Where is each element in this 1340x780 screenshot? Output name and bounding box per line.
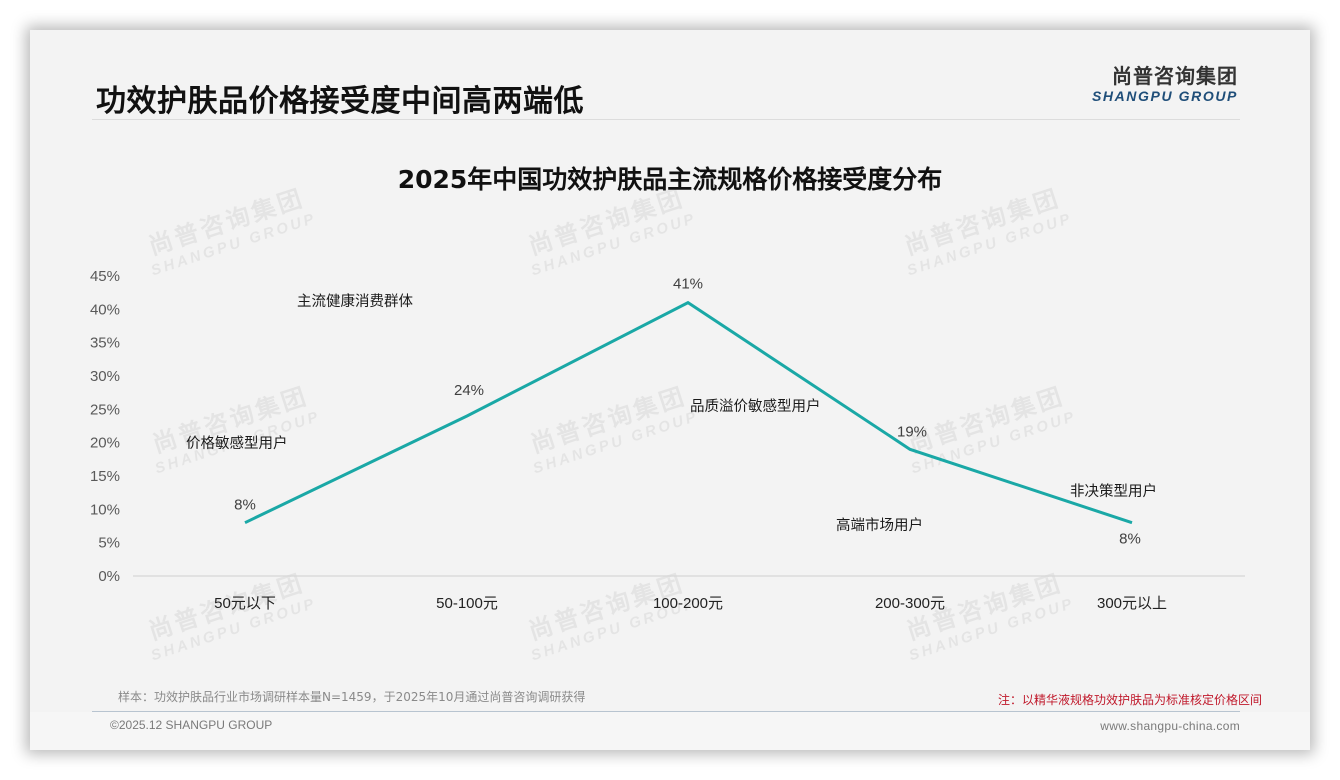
red-note: 注：以精华液规格功效护肤品为标准核定价格区间: [997, 693, 1262, 707]
company-logo: 尚普咨询集团 SHANGPU GROUP: [1088, 64, 1238, 104]
x-tick-label: 200-300元: [875, 595, 945, 612]
data-label: 24%: [454, 382, 484, 399]
page-title: 功效护肤品价格接受度中间高两端低: [96, 84, 584, 119]
website-link[interactable]: www.shangpu-china.com: [1100, 719, 1240, 733]
logo-en-text: SHANGPU GROUP: [1091, 88, 1238, 104]
y-tick-label: 30%: [90, 368, 120, 385]
data-label: 8%: [1119, 531, 1141, 548]
data-labels: 8% 24% 41% 19% 8%: [234, 276, 1141, 548]
y-axis-ticks: 0% 5% 10% 15% 20% 25% 30% 35% 40% 45%: [90, 268, 120, 585]
y-tick-label: 45%: [90, 268, 120, 285]
y-tick-label: 25%: [90, 401, 120, 418]
y-tick-label: 20%: [90, 435, 120, 452]
x-tick-label: 100-200元: [653, 595, 723, 612]
series-line: [244, 300, 1133, 525]
data-label: 41%: [673, 276, 703, 293]
x-tick-label: 300元以上: [1097, 595, 1167, 612]
annotation-label: 高端市场用户: [836, 517, 923, 534]
data-label: 19%: [897, 423, 927, 440]
chart-title: 2025年中国功效护肤品主流规格价格接受度分布: [397, 165, 943, 194]
annotation-label: 非决策型用户: [1070, 483, 1157, 500]
annotation-label: 主流健康消费群体: [297, 293, 413, 310]
y-tick-label: 40%: [90, 301, 120, 318]
y-tick-label: 5%: [98, 535, 120, 552]
x-tick-label: 50元以下: [214, 595, 276, 612]
sample-note: 样本：功效护肤品行业市场调研样本量N=1459，于2025年10月通过尚普咨询调…: [118, 690, 586, 704]
y-tick-label: 10%: [90, 501, 120, 518]
x-axis-ticks: 50元以下 50-100元 100-200元 200-300元 300元以上: [214, 595, 1167, 612]
y-tick-label: 0%: [98, 568, 120, 585]
logo-cn-text: 尚普咨询集团: [1112, 64, 1238, 88]
y-tick-label: 15%: [90, 468, 120, 485]
copyright: ©2025.12 SHANGPU GROUP: [110, 718, 273, 732]
y-tick-label: 35%: [90, 335, 120, 352]
slide: 尚普咨询集团 SHANGPU GROUP 尚普咨询集团 SHANGPU GROUP …: [30, 30, 1310, 750]
title-divider: [92, 119, 1240, 120]
annotation-label: 价格敏感型用户: [186, 435, 288, 452]
annotation-label: 品质溢价敏感型用户: [690, 398, 821, 415]
footer-divider: [92, 711, 1240, 712]
data-label: 8%: [234, 497, 256, 514]
x-tick-label: 50-100元: [436, 595, 498, 612]
line-chart: 0% 5% 10% 15% 20% 25% 30% 35% 40% 45% 50元以下 50-100…: [90, 268, 1245, 612]
footer-band: [30, 712, 1310, 750]
